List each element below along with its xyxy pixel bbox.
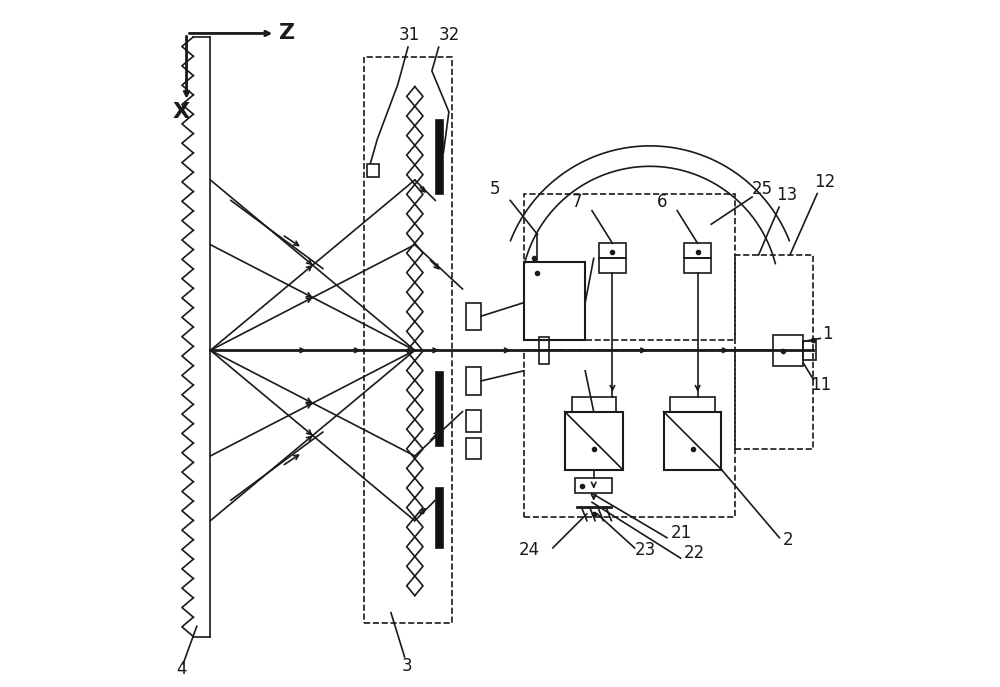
Bar [773, 335, 803, 366]
Bar [565, 412, 623, 470]
Bar [435, 119, 443, 194]
Bar [539, 337, 549, 364]
Bar [466, 410, 481, 432]
Bar [803, 341, 816, 360]
Bar [572, 396, 616, 412]
Text: 7: 7 [572, 193, 582, 211]
Text: 32: 32 [439, 26, 460, 44]
Text: 2: 2 [783, 530, 793, 548]
Bar [364, 57, 452, 623]
Bar [435, 371, 443, 446]
Text: 25: 25 [752, 179, 773, 198]
Text: X: X [173, 102, 190, 122]
Text: 21: 21 [670, 523, 692, 542]
Text: 23: 23 [635, 541, 656, 559]
Text: 1: 1 [822, 325, 832, 343]
Text: 24: 24 [519, 541, 540, 559]
Bar [670, 396, 715, 412]
Bar [466, 368, 481, 394]
Text: 3: 3 [401, 657, 412, 675]
Text: 31: 31 [399, 26, 420, 44]
Text: 4: 4 [176, 660, 187, 678]
Bar [599, 243, 626, 258]
Text: 12: 12 [814, 172, 835, 191]
Bar [466, 302, 481, 330]
Text: 22: 22 [684, 544, 705, 562]
Text: 11: 11 [810, 376, 831, 394]
Bar [599, 258, 626, 273]
Text: 6: 6 [657, 193, 667, 211]
Bar [435, 486, 443, 548]
Bar [735, 255, 813, 449]
Bar [367, 164, 379, 177]
Text: 5: 5 [490, 179, 500, 198]
Bar [684, 258, 711, 273]
Bar [575, 478, 612, 493]
Bar [466, 438, 481, 460]
Bar [524, 350, 735, 517]
Bar [664, 412, 721, 470]
Text: 13: 13 [776, 186, 797, 205]
Bar [684, 243, 711, 258]
Text: Z: Z [279, 23, 295, 43]
Bar [524, 194, 735, 340]
Bar [524, 262, 585, 340]
